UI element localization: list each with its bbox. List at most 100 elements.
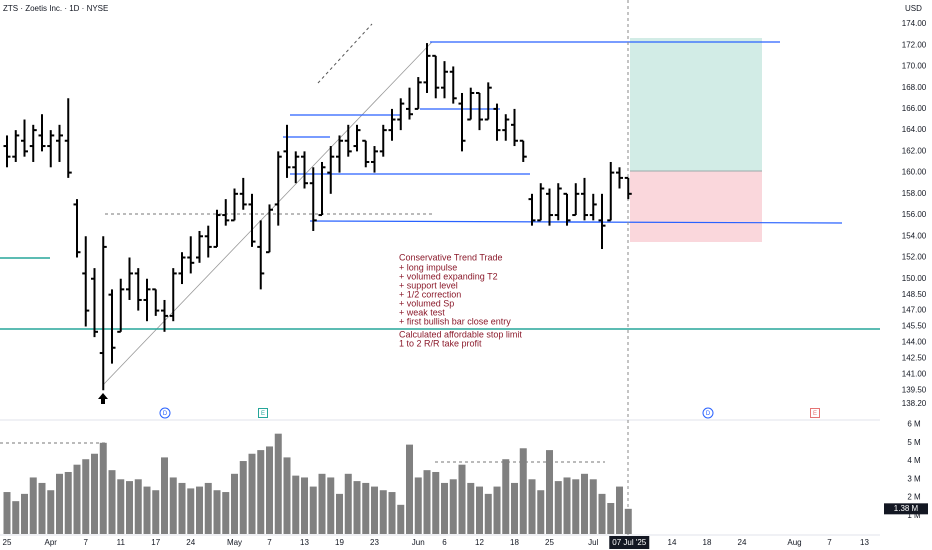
x-tick-label: 25 xyxy=(545,538,554,547)
cursor-label: 07 Jul '25 xyxy=(612,538,647,547)
y-tick-label: 150.00 xyxy=(902,274,927,283)
profit-zone xyxy=(630,38,762,171)
volume-bar xyxy=(607,502,615,534)
y-tick-label: 145.50 xyxy=(902,322,927,331)
volume-bar xyxy=(432,471,440,534)
annotation: Conservative Trend Trade+ long impulse+ … xyxy=(399,252,522,348)
annotation-line: + first bullish bar close entry xyxy=(399,316,511,326)
volume-bar xyxy=(371,486,379,534)
x-tick-label: 13 xyxy=(860,538,869,547)
y-tick-label: 162.00 xyxy=(902,146,927,155)
volume-bar xyxy=(449,479,457,534)
volume-bar xyxy=(29,477,37,534)
volume-bar xyxy=(458,464,466,534)
low-arrow xyxy=(98,393,108,404)
volume-bar xyxy=(616,486,624,534)
event-marker xyxy=(258,408,268,418)
volume-tick-label: 5 M xyxy=(907,438,921,447)
volume-bar xyxy=(47,490,55,534)
x-tick-label: 6 xyxy=(442,538,447,547)
x-tick-label: 18 xyxy=(703,538,712,547)
volume-bar xyxy=(318,473,326,534)
y-tick-label: 168.00 xyxy=(902,83,927,92)
volume-bar xyxy=(82,459,90,534)
volume-bar xyxy=(327,477,335,534)
y-tick-label: 164.00 xyxy=(902,125,927,134)
x-tick-label: 12 xyxy=(475,538,484,547)
y-tick-label: 148.50 xyxy=(902,290,927,299)
volume-bar xyxy=(441,482,449,534)
volume-bar xyxy=(143,486,151,534)
volume-bar xyxy=(309,486,317,534)
volume-bar xyxy=(283,457,291,534)
currency: USD xyxy=(905,4,922,13)
event-label: E xyxy=(813,411,817,417)
volume-bar xyxy=(353,481,361,534)
volume-bar xyxy=(528,479,536,534)
volume-bar xyxy=(414,477,422,534)
volume-tick-label: 1 M xyxy=(907,511,921,520)
volume-bar xyxy=(537,490,545,534)
symbol-header: ZTS · Zoetis Inc. · 1D · NYSE xyxy=(3,4,108,13)
x-tick-label: 23 xyxy=(370,538,379,547)
loss-zone xyxy=(630,171,762,242)
volume-tick-label: 4 M xyxy=(907,456,921,465)
volume-bar xyxy=(231,473,239,534)
y-tick-label: 156.00 xyxy=(902,210,927,219)
projection-line xyxy=(317,23,373,84)
volume-bar xyxy=(502,459,510,534)
volume-bar xyxy=(56,473,64,534)
volume-bar xyxy=(406,444,414,534)
volume-bar xyxy=(222,492,230,534)
volume-tick-label: 2 M xyxy=(907,493,921,502)
volume-bar xyxy=(301,477,309,534)
volume-tick-label: 6 M xyxy=(907,420,921,429)
price-pane xyxy=(3,43,632,391)
annotation-line: + volumed expanding T2 xyxy=(399,271,498,281)
volume-bar xyxy=(12,501,20,534)
volume-bar xyxy=(21,493,29,534)
volume-bar xyxy=(99,442,107,534)
event-label: D xyxy=(706,411,711,417)
volume-bar xyxy=(3,492,11,534)
event-marker xyxy=(810,408,820,418)
volume-bar xyxy=(204,482,212,534)
y-tick-label: 139.50 xyxy=(902,385,927,394)
y-tick-label: 144.00 xyxy=(902,338,927,347)
x-tick-label: 18 xyxy=(510,538,519,547)
volume-bar xyxy=(152,490,160,534)
volume-bar xyxy=(248,453,256,534)
volume-bar xyxy=(213,490,221,534)
volume-bar xyxy=(581,473,589,534)
volume-bar xyxy=(134,479,142,534)
volume-bar xyxy=(257,450,265,534)
annotation-line: + long impulse xyxy=(399,262,457,272)
annotation-line: + 1/2 correction xyxy=(399,289,461,299)
volume-bar xyxy=(467,482,475,534)
volume-bar xyxy=(476,486,484,534)
volume-tick-label: 3 M xyxy=(907,474,921,483)
volume-bar xyxy=(161,457,169,534)
volume-bar xyxy=(108,470,116,534)
volume-bar xyxy=(484,493,492,534)
annotation-line: + volumed Sp xyxy=(399,298,454,308)
volume-bar xyxy=(572,479,580,534)
volume-bar xyxy=(187,488,195,534)
volume-bar xyxy=(423,470,431,534)
volume-bar xyxy=(519,448,527,534)
x-tick-label: 14 xyxy=(668,538,677,547)
volume-bar xyxy=(126,481,134,534)
volume-bar xyxy=(624,508,632,534)
x-tick-label: 17 xyxy=(151,538,160,547)
y-tick-label: 172.00 xyxy=(902,40,927,49)
volume-bar xyxy=(64,471,72,534)
x-tick-label: 13 xyxy=(300,538,309,547)
volume-bar xyxy=(73,464,81,534)
x-tick-label: Aug xyxy=(787,538,801,547)
x-tick-label: Apr xyxy=(45,538,58,547)
volume-last-label: 1.38 M xyxy=(894,504,919,513)
volume-bar xyxy=(493,486,501,534)
x-tick-label: 7 xyxy=(827,538,832,547)
event-label: D xyxy=(163,411,168,417)
x-tick-label: 19 xyxy=(335,538,344,547)
